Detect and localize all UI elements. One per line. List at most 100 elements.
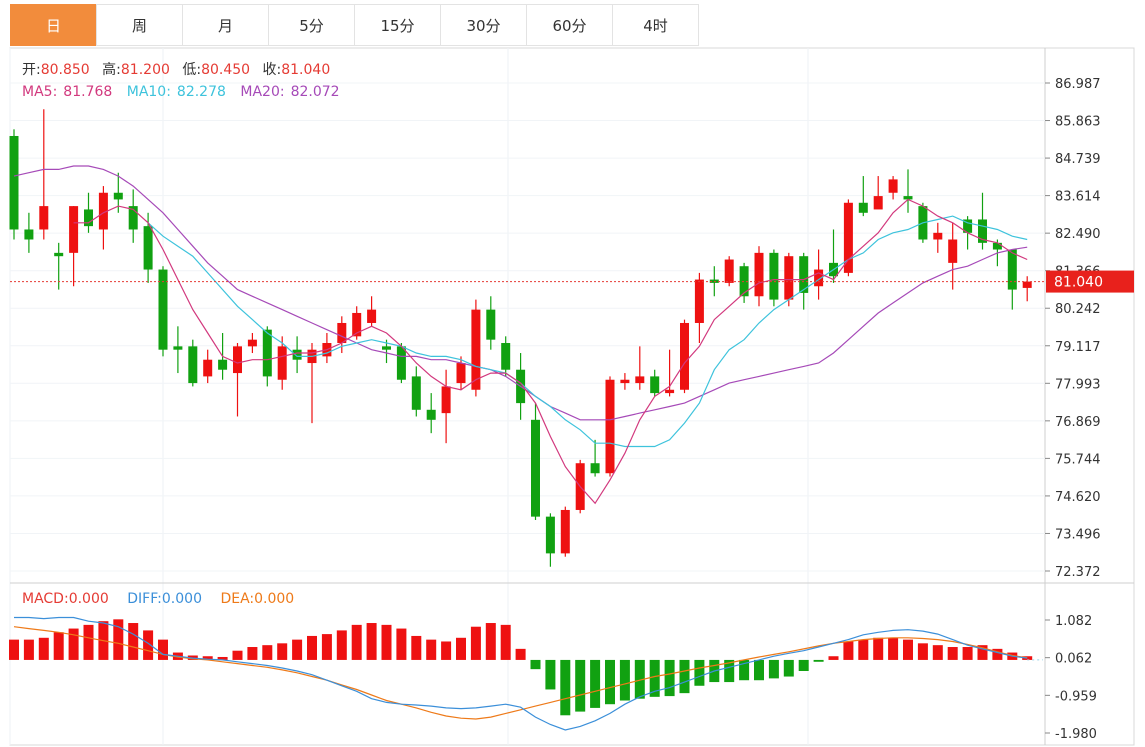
candle bbox=[233, 343, 242, 417]
macd-bar bbox=[754, 659, 764, 681]
tab-7[interactable]: 4时 bbox=[612, 4, 699, 46]
candle bbox=[635, 346, 645, 390]
candle bbox=[426, 393, 436, 434]
candle bbox=[590, 439, 600, 477]
macd-bar bbox=[38, 637, 49, 660]
macd-bar bbox=[605, 659, 615, 705]
candle-body bbox=[69, 206, 79, 253]
candle bbox=[1022, 276, 1032, 302]
candle bbox=[396, 343, 406, 384]
macd-bar bbox=[992, 648, 1003, 660]
macd-bar bbox=[575, 659, 586, 712]
candle-body bbox=[933, 232, 943, 240]
candle-body bbox=[888, 179, 898, 193]
macd-bar bbox=[634, 659, 645, 699]
candle bbox=[843, 199, 853, 277]
candle-body bbox=[903, 196, 913, 200]
tab-1[interactable]: 周 bbox=[96, 4, 183, 46]
macd-bar bbox=[530, 659, 541, 670]
macd-bar bbox=[694, 659, 705, 686]
candle bbox=[69, 206, 79, 287]
macd-bar bbox=[277, 643, 288, 660]
macd-bar bbox=[664, 659, 675, 697]
candle-body bbox=[635, 376, 645, 384]
candle-body bbox=[948, 239, 958, 263]
macd-bar bbox=[83, 624, 94, 660]
candle bbox=[754, 246, 764, 307]
candle bbox=[769, 249, 779, 307]
macd-bar bbox=[619, 659, 630, 701]
candle bbox=[605, 376, 615, 477]
candle bbox=[501, 336, 511, 377]
macd-bar bbox=[888, 637, 899, 660]
candle-body bbox=[54, 252, 64, 257]
price-tick-label: 77.993 bbox=[1055, 377, 1101, 392]
tab-2[interactable]: 月 bbox=[182, 4, 269, 46]
price-tick-label: 82.490 bbox=[1055, 227, 1101, 242]
price-tick-label: 72.372 bbox=[1055, 565, 1101, 580]
candle bbox=[188, 339, 198, 387]
macd-bar bbox=[366, 623, 377, 660]
macd-bar bbox=[590, 659, 601, 708]
candle-body bbox=[739, 266, 749, 297]
macd-tick-label: 0.062 bbox=[1055, 652, 1092, 667]
macd-bar bbox=[828, 656, 839, 660]
candle-body bbox=[367, 309, 377, 323]
candle-body bbox=[1022, 281, 1032, 288]
price-axis: 86.98785.86384.73983.61482.49081.36680.2… bbox=[1045, 77, 1101, 580]
candle-body bbox=[471, 309, 481, 390]
candle-body bbox=[352, 312, 362, 337]
macd-bar bbox=[917, 643, 928, 660]
candle-body bbox=[680, 322, 689, 390]
candle bbox=[54, 242, 64, 290]
candle bbox=[694, 272, 704, 344]
last-price-badge bbox=[1046, 270, 1134, 293]
macd-bar bbox=[813, 659, 824, 662]
macd-bar bbox=[768, 659, 779, 679]
candle-body bbox=[590, 463, 600, 474]
candle bbox=[888, 176, 898, 200]
price-tick-label: 75.744 bbox=[1055, 452, 1101, 467]
ma10-label: MA10: bbox=[127, 84, 171, 100]
macd-bar bbox=[158, 639, 168, 660]
ma20-line bbox=[13, 165, 1028, 421]
tab-0[interactable]: 日 bbox=[10, 4, 97, 46]
candle bbox=[367, 296, 377, 327]
tab-3[interactable]: 5分 bbox=[268, 4, 355, 46]
macd-bar bbox=[843, 641, 854, 660]
price-tick-label: 76.869 bbox=[1055, 415, 1101, 430]
macd-bar bbox=[262, 645, 273, 660]
last-price-marker: 81.040 bbox=[10, 270, 1134, 293]
candle-body bbox=[233, 346, 242, 374]
candle-body bbox=[84, 209, 93, 227]
macd-bar bbox=[470, 626, 481, 660]
ma20-label: MA20: bbox=[240, 84, 284, 100]
ma5-line bbox=[73, 198, 1028, 505]
macd-label: MACD: bbox=[22, 591, 69, 607]
tab-5[interactable]: 30分 bbox=[440, 4, 527, 46]
macd-bar bbox=[321, 634, 332, 660]
candle-body bbox=[337, 322, 347, 344]
close-value: 81.040 bbox=[281, 62, 330, 78]
diff-value: 0.000 bbox=[162, 591, 202, 607]
candle bbox=[948, 222, 958, 290]
macd-bar bbox=[515, 648, 526, 660]
candle bbox=[650, 369, 660, 397]
price-tick-label: 86.987 bbox=[1055, 77, 1101, 92]
macd-bar bbox=[217, 656, 228, 660]
candle-body bbox=[873, 196, 883, 210]
macd-bar bbox=[724, 659, 735, 683]
diff-label: DIFF: bbox=[127, 591, 162, 607]
macd-bar bbox=[128, 623, 139, 660]
tab-6[interactable]: 60分 bbox=[526, 4, 613, 46]
tab-4[interactable]: 15分 bbox=[354, 4, 441, 46]
price-tick-label: 74.620 bbox=[1055, 490, 1101, 505]
candle-body bbox=[531, 419, 540, 517]
macd-bar bbox=[798, 659, 809, 672]
macd-bar bbox=[456, 637, 466, 660]
low-label: 低: bbox=[182, 62, 201, 78]
candle bbox=[84, 192, 93, 233]
candle bbox=[739, 262, 749, 303]
macd-bar bbox=[351, 624, 362, 660]
macd-value: 0.000 bbox=[69, 591, 109, 607]
